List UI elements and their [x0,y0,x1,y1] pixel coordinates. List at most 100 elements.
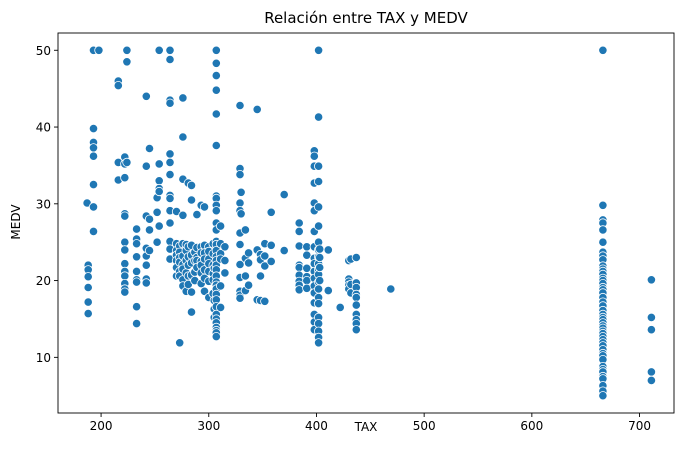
data-point [313,284,324,294]
data-point [165,218,175,228]
data-point [154,176,164,186]
data-point [83,297,93,307]
data-point [113,81,123,91]
data-point [132,302,142,312]
data-point [211,58,221,68]
data-point [199,286,210,296]
data-point [165,193,175,203]
data-point [313,112,324,122]
data-point [240,271,250,281]
data-point [211,45,221,55]
data-point [199,202,210,212]
data-point [294,285,304,295]
data-point [260,261,270,271]
data-point [351,252,361,263]
data-point [266,256,276,266]
data-point [144,246,155,256]
data-point [244,248,254,258]
data-point [88,202,99,212]
data-point [266,240,276,250]
data-point [646,375,657,385]
x-tick-label: 400 [305,419,328,433]
data-point [313,176,324,187]
y-tick-label: 30 [36,197,51,211]
data-point [646,325,657,335]
data-point [154,221,164,231]
data-point [120,245,130,255]
data-point [211,206,221,216]
data-point [236,187,246,197]
data-point [132,277,142,287]
data-point [83,282,93,293]
data-point [178,210,188,220]
data-point [235,170,245,180]
y-axis-label: MEDV [9,204,23,240]
data-point [313,298,324,309]
data-point [132,252,142,262]
data-point [178,132,188,142]
data-point [220,255,230,266]
data-point [252,104,262,115]
data-point [83,272,93,282]
data-point [335,302,345,312]
data-point [154,159,164,169]
data-point [302,275,312,286]
data-point [186,195,197,205]
data-point [216,302,226,312]
data-point [165,45,175,55]
data-point [598,391,608,401]
data-point [120,287,130,297]
data-point [244,258,254,268]
data-point [88,124,99,134]
data-point [144,225,155,235]
data-point [294,218,304,228]
data-point [154,45,164,55]
plot-frame [57,32,675,414]
data-point [323,285,333,296]
data-point [313,161,324,171]
data-point [122,157,132,167]
data-point [120,237,130,247]
data-point [315,262,325,273]
data-point [260,251,270,261]
data-point [646,367,657,377]
x-tick-label: 600 [520,419,543,433]
data-point [141,91,151,101]
data-point [132,318,142,329]
y-tick-label: 40 [36,121,51,135]
data-point [165,170,175,180]
data-point [313,202,324,212]
data-point [186,307,197,317]
data-point [255,271,266,281]
data-point [313,221,324,231]
y-tick-label: 10 [36,351,51,365]
data-point [152,237,162,247]
data-point [154,186,164,197]
data-point [235,198,245,208]
data-point [178,93,188,103]
data-point [294,262,304,273]
data-point [122,57,132,67]
data-point [120,271,130,281]
data-point [598,45,608,55]
data-point [122,45,132,55]
points-layer [82,45,657,401]
data-point [315,252,325,263]
data-point [211,140,221,151]
data-point [152,207,162,217]
data-point [235,293,245,303]
data-point [88,151,99,161]
x-axis-label: TAX [354,420,378,434]
data-point [120,259,130,269]
data-point [315,275,325,286]
x-tick-label: 300 [197,419,220,433]
data-point [83,308,93,319]
data-point [211,71,221,81]
x-tick-label: 700 [628,419,651,433]
data-point [386,284,396,294]
data-point [279,190,289,200]
axes-layer: 200 300 400 500 600 700 10 20 30 40 50 [36,32,675,433]
y-tick-label: 50 [36,44,51,58]
data-point [309,151,319,161]
